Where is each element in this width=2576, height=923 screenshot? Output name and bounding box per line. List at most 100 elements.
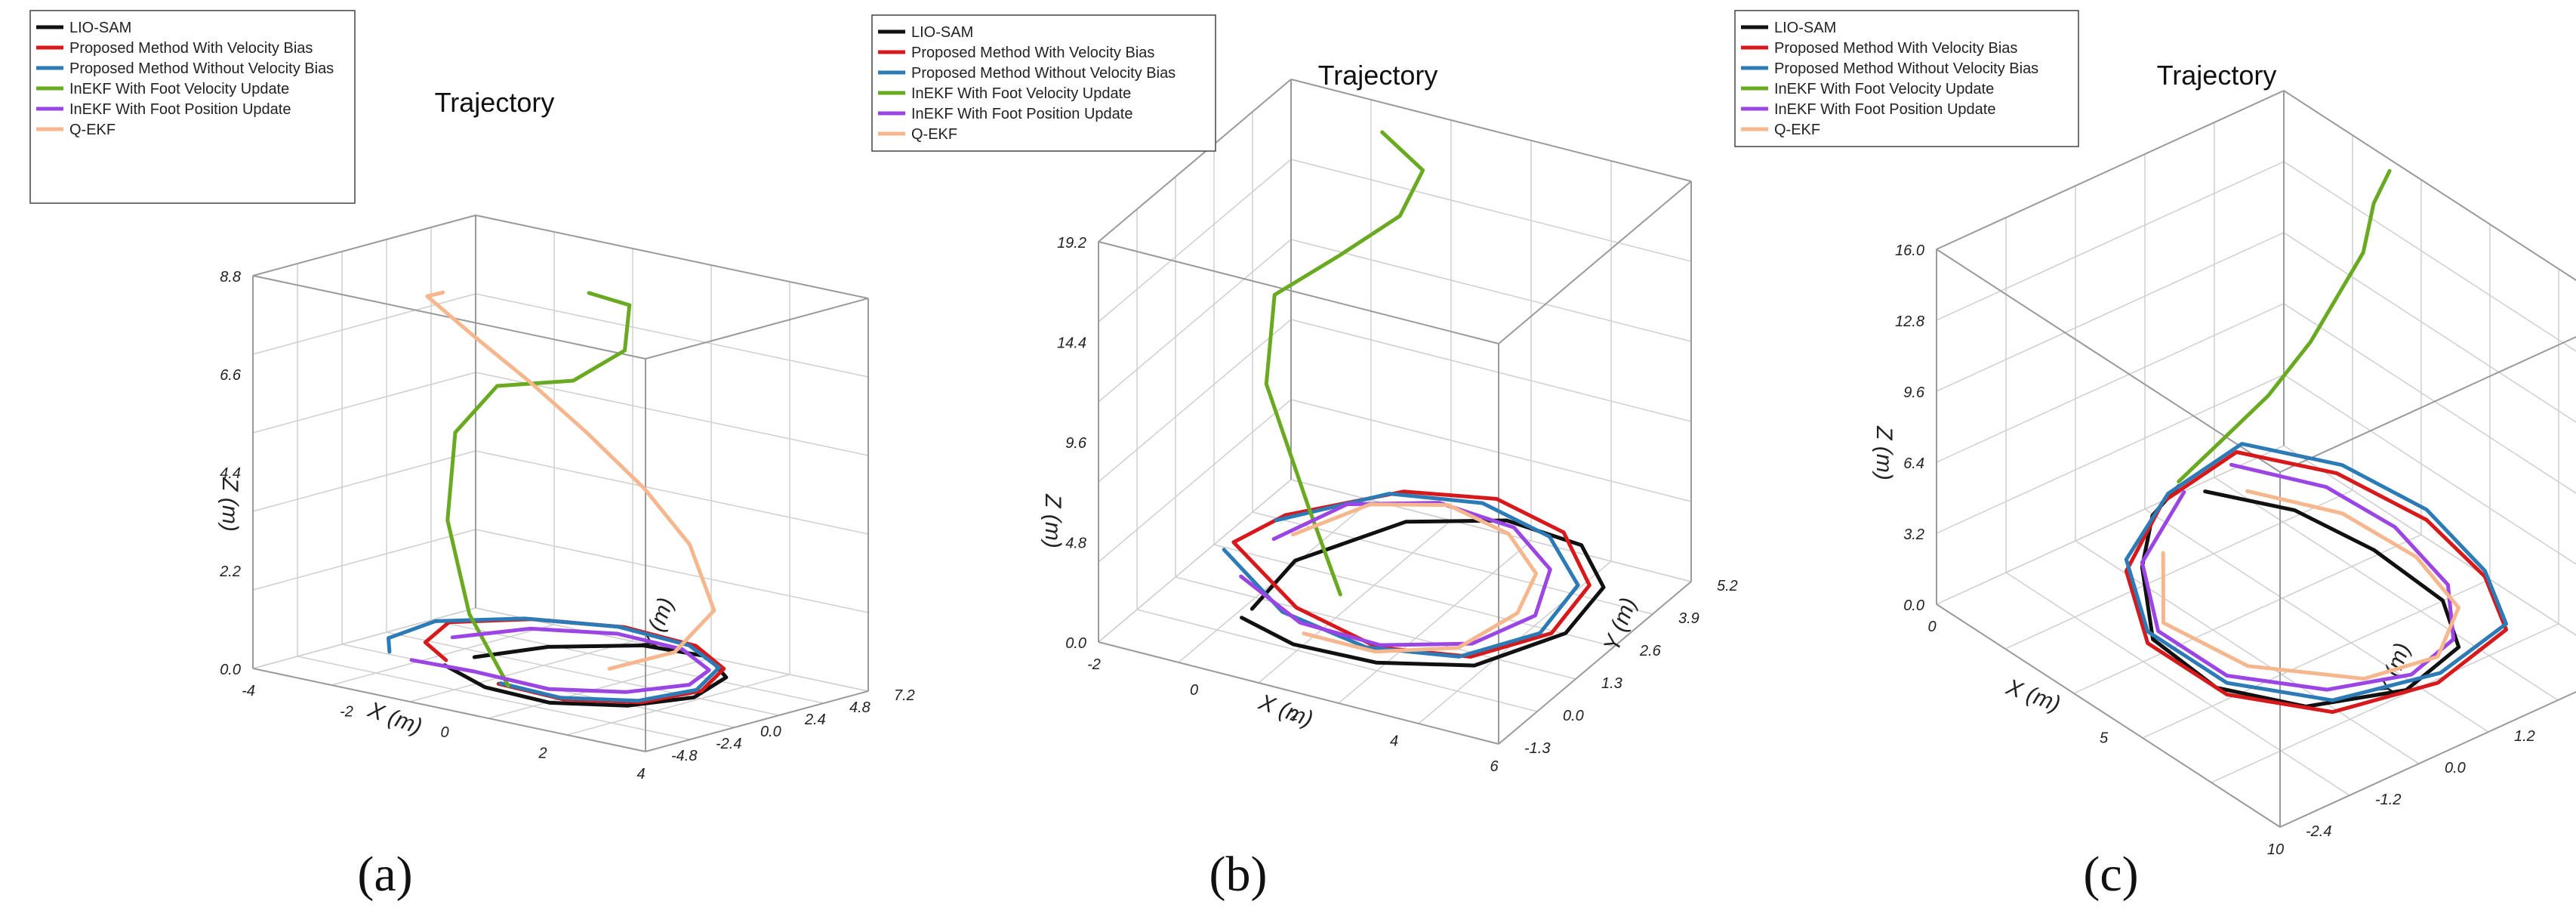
grid-line bbox=[1936, 161, 2285, 321]
grid-line bbox=[475, 293, 869, 378]
grid-line bbox=[1936, 232, 2285, 392]
grid-line bbox=[2073, 534, 2422, 694]
chart-title: Trajectory bbox=[2157, 60, 2277, 91]
box-edge bbox=[252, 215, 476, 276]
legend-entry: Q-EKF bbox=[69, 122, 116, 138]
z-tick-label: 0.0 bbox=[1903, 597, 1924, 614]
grid-line bbox=[1175, 576, 1576, 680]
panel-caption-b: (b) bbox=[1209, 847, 1268, 902]
series-line bbox=[425, 290, 716, 671]
grid-line bbox=[475, 372, 869, 456]
box-edges bbox=[1098, 79, 1692, 745]
y-tick-label: -2.4 bbox=[2306, 823, 2331, 840]
grid-line bbox=[2283, 90, 2576, 281]
y-tick-label: 0.0 bbox=[760, 724, 781, 740]
grid-line bbox=[1252, 511, 1653, 615]
series-line bbox=[1240, 518, 1606, 668]
grid-line bbox=[1098, 319, 1292, 483]
y-axis-label: Y (m) bbox=[1599, 594, 1641, 655]
grid-line bbox=[2005, 572, 2350, 796]
grid-line bbox=[1936, 374, 2285, 534]
y-tick-label: 1.2 bbox=[2514, 728, 2535, 745]
grid-line bbox=[1936, 445, 2285, 605]
legend-entry: LIO-SAM bbox=[1774, 20, 1836, 36]
series-line bbox=[2124, 450, 2508, 715]
legend-entry: LIO-SAM bbox=[69, 20, 131, 36]
grid-line bbox=[1098, 399, 1292, 563]
z-tick-label: 12.8 bbox=[1895, 313, 1924, 330]
legend-entry: Proposed Method Without Velocity Bias bbox=[1774, 60, 2038, 77]
grid-line bbox=[1098, 239, 1292, 403]
chart-panel-0: -4 -2 0 2 4 -4.8 -2.4 0.0 2.4 4.8 7.2 0.0 2.2 4.4 6.6 8… bbox=[29, 10, 915, 783]
series-line bbox=[442, 644, 729, 708]
legend-entry: InEKF With Foot Velocity Update bbox=[1774, 81, 1994, 97]
grid-line bbox=[475, 529, 869, 613]
z-tick-label: 3.2 bbox=[1903, 526, 1924, 543]
box-edge bbox=[1290, 79, 1692, 182]
series-line bbox=[2140, 462, 2456, 692]
grid-line bbox=[1136, 609, 1538, 712]
z-axis-label: Z (m) bbox=[217, 477, 242, 532]
panel-caption-c: (c) bbox=[2083, 847, 2139, 902]
grid-line bbox=[1098, 479, 1292, 643]
grid-line bbox=[1258, 520, 1452, 684]
grid-line bbox=[252, 529, 476, 591]
legend: LIO-SAM Proposed Method With Velocity Bia… bbox=[871, 14, 1216, 152]
box-edge bbox=[1098, 79, 1292, 242]
y-tick-label: -1.3 bbox=[1524, 740, 1550, 757]
series-line bbox=[1264, 130, 1425, 597]
grid-line bbox=[252, 607, 476, 669]
grid-line bbox=[2283, 374, 2576, 565]
box-edge bbox=[645, 690, 869, 752]
y-tick-label: 7.2 bbox=[894, 687, 915, 704]
legend-entry: Q-EKF bbox=[911, 126, 957, 143]
y-tick-label: 3.9 bbox=[1678, 610, 1699, 627]
z-tick-label: 9.6 bbox=[1903, 384, 1925, 401]
grid-line bbox=[252, 450, 476, 512]
legend-entry: Proposed Method With Velocity Bias bbox=[1774, 40, 2017, 57]
legend-entry: LIO-SAM bbox=[911, 24, 973, 41]
box-edge bbox=[475, 215, 869, 299]
grid-line bbox=[2144, 508, 2489, 733]
z-axis-label: Z (m) bbox=[1040, 493, 1065, 548]
grid-line bbox=[1290, 479, 1692, 582]
legend: LIO-SAM Proposed Method With Velocity Bia… bbox=[1734, 10, 2079, 147]
grid-line bbox=[2214, 477, 2559, 701]
grid-line bbox=[1290, 399, 1692, 502]
grid-line bbox=[2283, 445, 2576, 636]
grid-line bbox=[1936, 303, 2285, 463]
x-tick-label: 0 bbox=[1190, 682, 1198, 699]
grid-line bbox=[1098, 159, 1292, 323]
box-edge bbox=[1098, 641, 1499, 745]
grid-line bbox=[2283, 161, 2576, 352]
grid-line bbox=[475, 450, 869, 535]
z-tick-label: 4.4 bbox=[220, 465, 241, 482]
x-tick-label: 5 bbox=[2100, 730, 2109, 747]
legend-entry: InEKF With Foot Velocity Update bbox=[69, 81, 289, 97]
x-tick-label: -2 bbox=[340, 704, 353, 721]
legend-entry: InEKF With Foot Position Update bbox=[69, 101, 291, 118]
legend-box bbox=[1734, 10, 2079, 147]
legend-entry: Proposed Method With Velocity Bias bbox=[911, 45, 1154, 61]
grid-line bbox=[331, 624, 555, 686]
z-tick-label: 0.0 bbox=[1065, 635, 1086, 652]
z-tick-label: 6.4 bbox=[1903, 455, 1924, 472]
z-tick-label: 14.4 bbox=[1057, 335, 1086, 352]
series-line bbox=[2177, 168, 2392, 483]
legend-box bbox=[871, 14, 1216, 152]
y-tick-label: 1.3 bbox=[1601, 675, 1622, 692]
z-tick-label: 4.8 bbox=[1065, 536, 1086, 552]
x-tick-label: 4 bbox=[636, 766, 645, 783]
legend-entry: Q-EKF bbox=[1774, 122, 1820, 138]
legend-entry: Proposed Method Without Velocity Bias bbox=[69, 60, 334, 77]
y-tick-label: -1.2 bbox=[2375, 792, 2401, 808]
z-tick-label: 8.8 bbox=[220, 269, 241, 286]
grid-line bbox=[386, 631, 780, 716]
chart-title: Trajectory bbox=[1318, 60, 1438, 91]
grid-line bbox=[2004, 489, 2353, 650]
panel-caption-a: (a) bbox=[357, 847, 413, 902]
box-edge bbox=[252, 668, 646, 752]
legend-entry: Proposed Method With Velocity Bias bbox=[69, 40, 313, 57]
z-tick-label: 0.0 bbox=[220, 662, 241, 678]
